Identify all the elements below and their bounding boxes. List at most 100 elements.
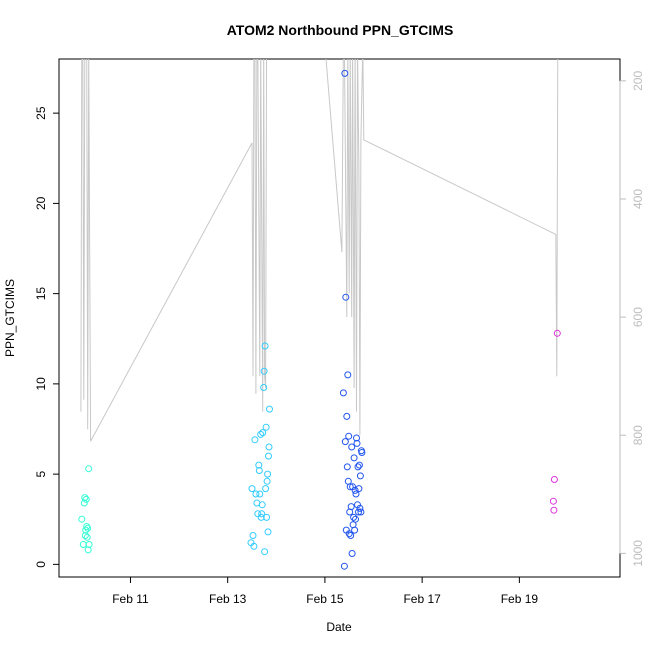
data-point [352,515,359,523]
data-point [262,423,270,431]
x-tick-label: Feb 17 [403,592,441,606]
data-point [79,541,87,548]
y-tick-label: 10 [34,377,48,391]
data-point [351,486,359,494]
data-point [258,501,266,509]
data-point [83,533,91,541]
data-point [255,467,263,474]
data-point [350,454,358,462]
data-point [343,412,351,420]
data-point [265,452,272,460]
data-point [257,430,265,438]
right-tick-label: 600 [631,307,645,327]
line-series [80,59,559,442]
x-tick-label: Feb 19 [501,592,539,606]
y-tick-label: 5 [34,470,48,477]
data-point [356,504,364,512]
data-point [81,532,89,539]
data-point [339,389,347,397]
y-tick-label: 25 [34,106,48,120]
data-point [353,439,361,447]
data-point [348,550,356,557]
data-point [549,497,557,505]
data-point [553,329,561,337]
data-point [255,461,263,469]
x-axis: Feb 11 Feb 13 Feb 15 Feb 17 Feb 19 [112,576,539,606]
right-tick-label: 200 [631,71,645,91]
data-point [341,69,349,77]
data-point [351,526,359,534]
data-point [250,542,258,550]
data-point [248,485,256,493]
data-point [355,485,363,493]
x-tick-label: Feb 15 [306,592,344,606]
data-point [347,532,355,539]
right-tick-label: 400 [631,189,645,209]
data-point [357,508,365,516]
data-point [257,513,265,521]
data-point [265,443,273,451]
data-point [263,477,271,485]
data-point [358,449,366,456]
data-point [345,432,353,440]
data-point [355,461,363,469]
data-point [262,485,270,493]
data-point [347,503,355,511]
right-axis: 200 400 600 800 1000 [619,71,645,567]
data-point [261,548,269,556]
data-point [258,510,266,518]
scatter-points-layer [78,69,561,570]
data-point [345,530,353,538]
data-point [260,384,268,391]
data-point [82,495,90,503]
data-point [249,532,257,539]
data-point [264,528,272,536]
data-point [342,293,350,301]
x-axis-label: Date [326,620,352,634]
data-point [85,465,93,473]
data-point [356,472,364,480]
data-point [260,367,268,375]
y-tick-label: 15 [34,287,48,301]
plot-frame [58,58,621,578]
data-point [352,490,360,498]
x-tick-label: Feb 11 [112,592,149,606]
data-point [85,541,93,548]
line-series-layer [80,59,559,442]
data-point [80,499,88,507]
data-point [263,513,271,521]
data-point [354,501,361,509]
x-tick-label: Feb 13 [209,592,247,606]
y-axis-label: PPN_GTCIMS [3,279,17,357]
data-point [550,506,558,514]
chart-title: ATOM2 Northbound PPN_GTCIMS [227,22,454,38]
y-tick-label: 0 [34,561,48,568]
data-point [84,524,92,532]
data-point [343,463,351,471]
data-point [346,483,354,491]
data-point [550,476,558,483]
data-point [252,490,260,498]
data-point [266,405,273,413]
data-point [350,513,358,521]
data-point [81,494,89,502]
data-point [341,438,349,446]
data-point [348,443,356,451]
data-point [353,434,360,442]
data-point [261,342,269,350]
data-point [340,562,348,570]
data-point [354,463,362,471]
data-point [259,429,267,437]
data-point [82,526,90,534]
data-point [264,470,272,478]
right-tick-label: 800 [631,425,645,445]
data-point [251,436,259,444]
data-point [78,515,86,523]
data-point [256,490,264,498]
right-tick-label: 1000 [631,540,645,567]
data-point [344,371,352,379]
data-point [355,508,362,516]
y-axis: 0 5 10 15 20 25 [34,106,60,568]
y-tick-label: 20 [34,196,48,210]
